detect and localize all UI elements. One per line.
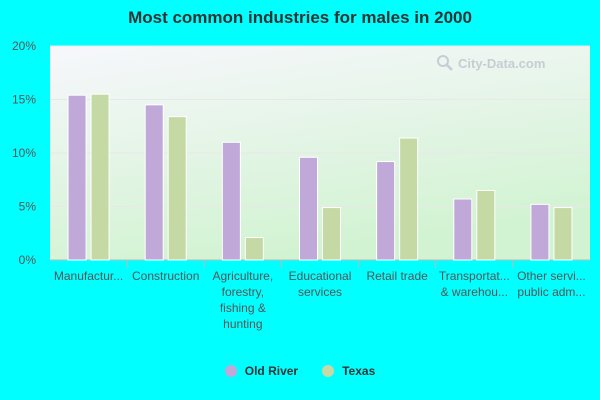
x-category-label: Transportat... & warehou... <box>439 269 510 299</box>
watermark: City-Data.com <box>436 54 545 72</box>
x-category-label: Construction <box>132 269 199 283</box>
bar-old-river[interactable] <box>221 141 241 261</box>
legend-label-texas: Texas <box>342 364 376 378</box>
bars <box>67 93 573 261</box>
y-tick-label: 5% <box>19 200 37 214</box>
x-category-label: Educational services <box>289 269 352 299</box>
bar-texas[interactable] <box>553 207 573 261</box>
bar-texas[interactable] <box>322 207 341 261</box>
watermark-text: City-Data.com <box>458 55 546 71</box>
bar-old-river[interactable] <box>530 203 550 261</box>
x-category-label: Other servi... public adm... <box>517 269 586 299</box>
y-tick-label: 20% <box>12 39 36 53</box>
y-tick-label: 15% <box>12 93 36 107</box>
y-tick-label: 10% <box>12 146 36 160</box>
chart-title: Most common industries for males in 2000 <box>128 8 472 27</box>
bar-old-river[interactable] <box>144 104 164 261</box>
legend-label-old-river: Old River <box>244 364 299 378</box>
legend-item-texas[interactable]: Texas <box>322 364 375 378</box>
legend: Old River Texas <box>0 364 600 378</box>
grid-lines <box>50 45 590 261</box>
y-axis-ticks: 0% 5% 10% 15% 20% <box>12 39 36 267</box>
bar-old-river[interactable] <box>67 94 87 261</box>
legend-item-old-river[interactable]: Old River <box>224 364 299 378</box>
y-tick-label: 0% <box>19 253 37 267</box>
bar-texas[interactable] <box>244 237 264 261</box>
bar-texas[interactable] <box>399 137 419 261</box>
legend-swatch-texas <box>322 365 335 377</box>
bar-texas[interactable] <box>167 116 187 261</box>
x-axis-categories: Manufactur... Construction Agriculture, for… <box>54 260 586 331</box>
bar-old-river[interactable] <box>376 161 396 261</box>
x-category-label: Manufactur... <box>54 269 123 283</box>
legend-swatch-old-river <box>224 365 237 377</box>
bar-texas[interactable] <box>476 189 496 261</box>
x-category-label: Retail trade <box>366 269 428 283</box>
bar-old-river[interactable] <box>299 156 318 261</box>
magnifier-icon <box>437 55 453 71</box>
bar-old-river[interactable] <box>453 198 473 261</box>
x-category-label: Agriculture, forestry, fishing & hunting <box>213 269 274 331</box>
bar-texas[interactable] <box>90 93 110 261</box>
